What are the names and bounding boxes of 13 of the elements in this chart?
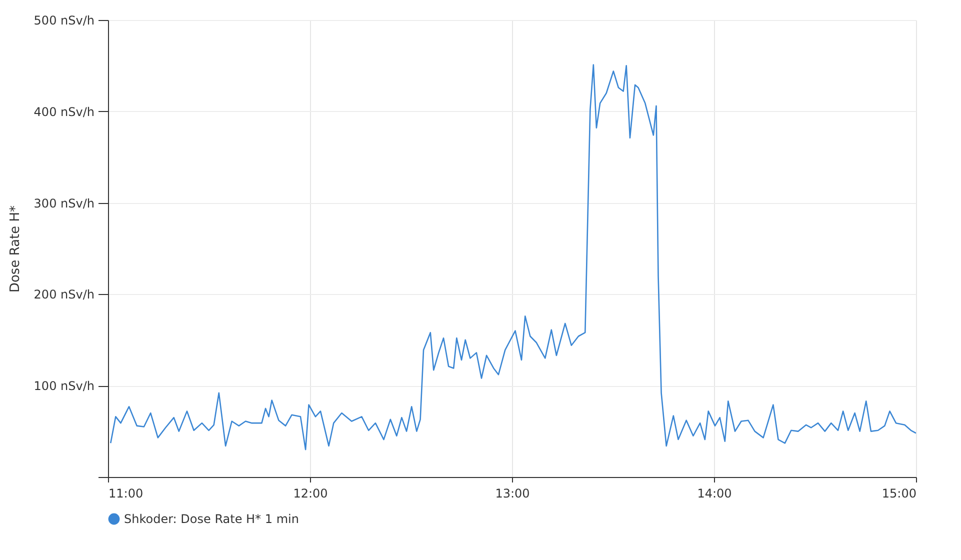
x-tick-label: 13:00 (495, 486, 530, 500)
y-tick-label: 100 nSv/h (34, 379, 94, 394)
x-tick-label: 11:00 (108, 486, 144, 500)
y-axis-title: Dose Rate H* (8, 204, 23, 293)
legend-label: Shkoder: Dose Rate H* 1 min (124, 512, 299, 526)
x-tick-label: 14:00 (697, 486, 732, 500)
y-tick-label: 300 nSv/h (34, 196, 94, 210)
x-tick-label: 12:00 (293, 486, 328, 500)
y-tick-label: 500 nSv/h (34, 14, 94, 28)
y-tick-label: 400 nSv/h (34, 104, 94, 119)
y-tick-label: 200 nSv/h (34, 288, 94, 302)
line-series (110, 64, 916, 450)
x-tick-label: 15:00 (882, 486, 916, 500)
